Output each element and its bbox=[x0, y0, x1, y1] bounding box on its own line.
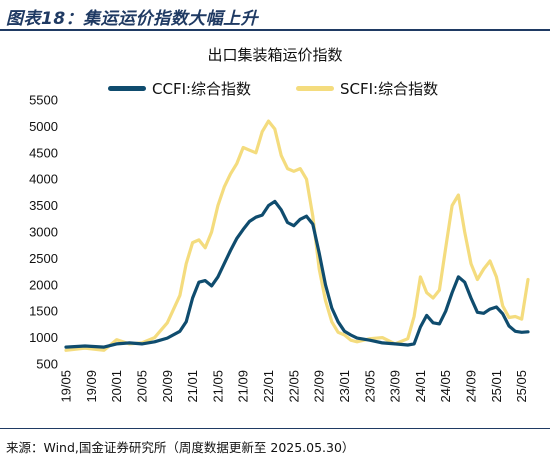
x-tick-label: 20/01 bbox=[109, 370, 124, 403]
figure-source: 来源：Wind,国金证券研究所（周度数据更新至 2025.05.30） bbox=[6, 440, 355, 455]
x-tick-label: 24/05 bbox=[438, 370, 453, 403]
y-tick-label: 2000 bbox=[29, 277, 58, 292]
y-tick-label: 1500 bbox=[29, 304, 58, 319]
x-tick-label: 22/09 bbox=[312, 370, 327, 403]
y-tick-label: 5500 bbox=[29, 93, 58, 108]
x-tick-label: 21/05 bbox=[210, 370, 225, 403]
y-tick-label: 2500 bbox=[29, 251, 58, 266]
x-tick-label: 21/09 bbox=[236, 370, 251, 403]
x-tick-label: 19/05 bbox=[59, 370, 74, 403]
series-layer bbox=[64, 119, 530, 352]
x-tick-label: 21/01 bbox=[185, 370, 200, 403]
y-tick-label: 1000 bbox=[29, 330, 58, 345]
y-tick-label: 4000 bbox=[29, 172, 58, 187]
y-tick-label: 3500 bbox=[29, 198, 58, 213]
footer-rule bbox=[0, 428, 550, 429]
x-tick-label: 22/01 bbox=[261, 370, 276, 403]
legend-label-ccfi: CCFI:综合指数 bbox=[152, 79, 252, 98]
y-tick-label: 5000 bbox=[29, 119, 58, 134]
legend-swatch-ccfi bbox=[108, 85, 146, 91]
x-tick-label: 23/09 bbox=[388, 370, 403, 403]
legend-item-scfi: SCFI:综合指数 bbox=[296, 78, 438, 98]
x-tick-label: 24/09 bbox=[464, 370, 479, 403]
legend-swatch-scfi bbox=[296, 85, 334, 91]
y-tick-label: 3000 bbox=[29, 225, 58, 240]
series-line-ccfi bbox=[64, 199, 530, 349]
x-tick-label: 20/09 bbox=[160, 370, 175, 403]
x-tick-label: 24/01 bbox=[413, 370, 428, 403]
x-tick-label: 25/05 bbox=[514, 370, 529, 403]
figure-title: 图表18：集运运价指数大幅上升 bbox=[6, 9, 259, 29]
legend-label-scfi: SCFI:综合指数 bbox=[340, 79, 439, 98]
header-rule bbox=[0, 29, 550, 31]
figure-header: 图表18：集运运价指数大幅上升 bbox=[0, 0, 550, 31]
y-tick-label: 4500 bbox=[29, 145, 58, 160]
x-axis: 19/05 19/09 20/01 20/05 20/09 21/01 21/05 21/09… bbox=[59, 370, 530, 403]
y-tick-label: 500 bbox=[36, 357, 58, 372]
y-axis: 500 1000 1500 2000 2500 3000 3500 4000 4500 5000 5… bbox=[29, 93, 58, 372]
x-tick-label: 23/01 bbox=[337, 370, 352, 403]
x-tick-label: 23/05 bbox=[362, 370, 377, 403]
x-tick-label: 25/01 bbox=[489, 370, 504, 403]
x-tick-label: 20/05 bbox=[134, 370, 149, 403]
chart-legend: CCFI:综合指数 SCFI:综合指数 bbox=[0, 78, 550, 98]
x-tick-label: 22/05 bbox=[286, 370, 301, 403]
legend-item-ccfi: CCFI:综合指数 bbox=[108, 78, 251, 98]
series-line-scfi bbox=[64, 119, 530, 352]
chart-title: 出口集装箱运价指数 bbox=[207, 46, 343, 64]
x-tick-label: 19/09 bbox=[84, 370, 99, 403]
